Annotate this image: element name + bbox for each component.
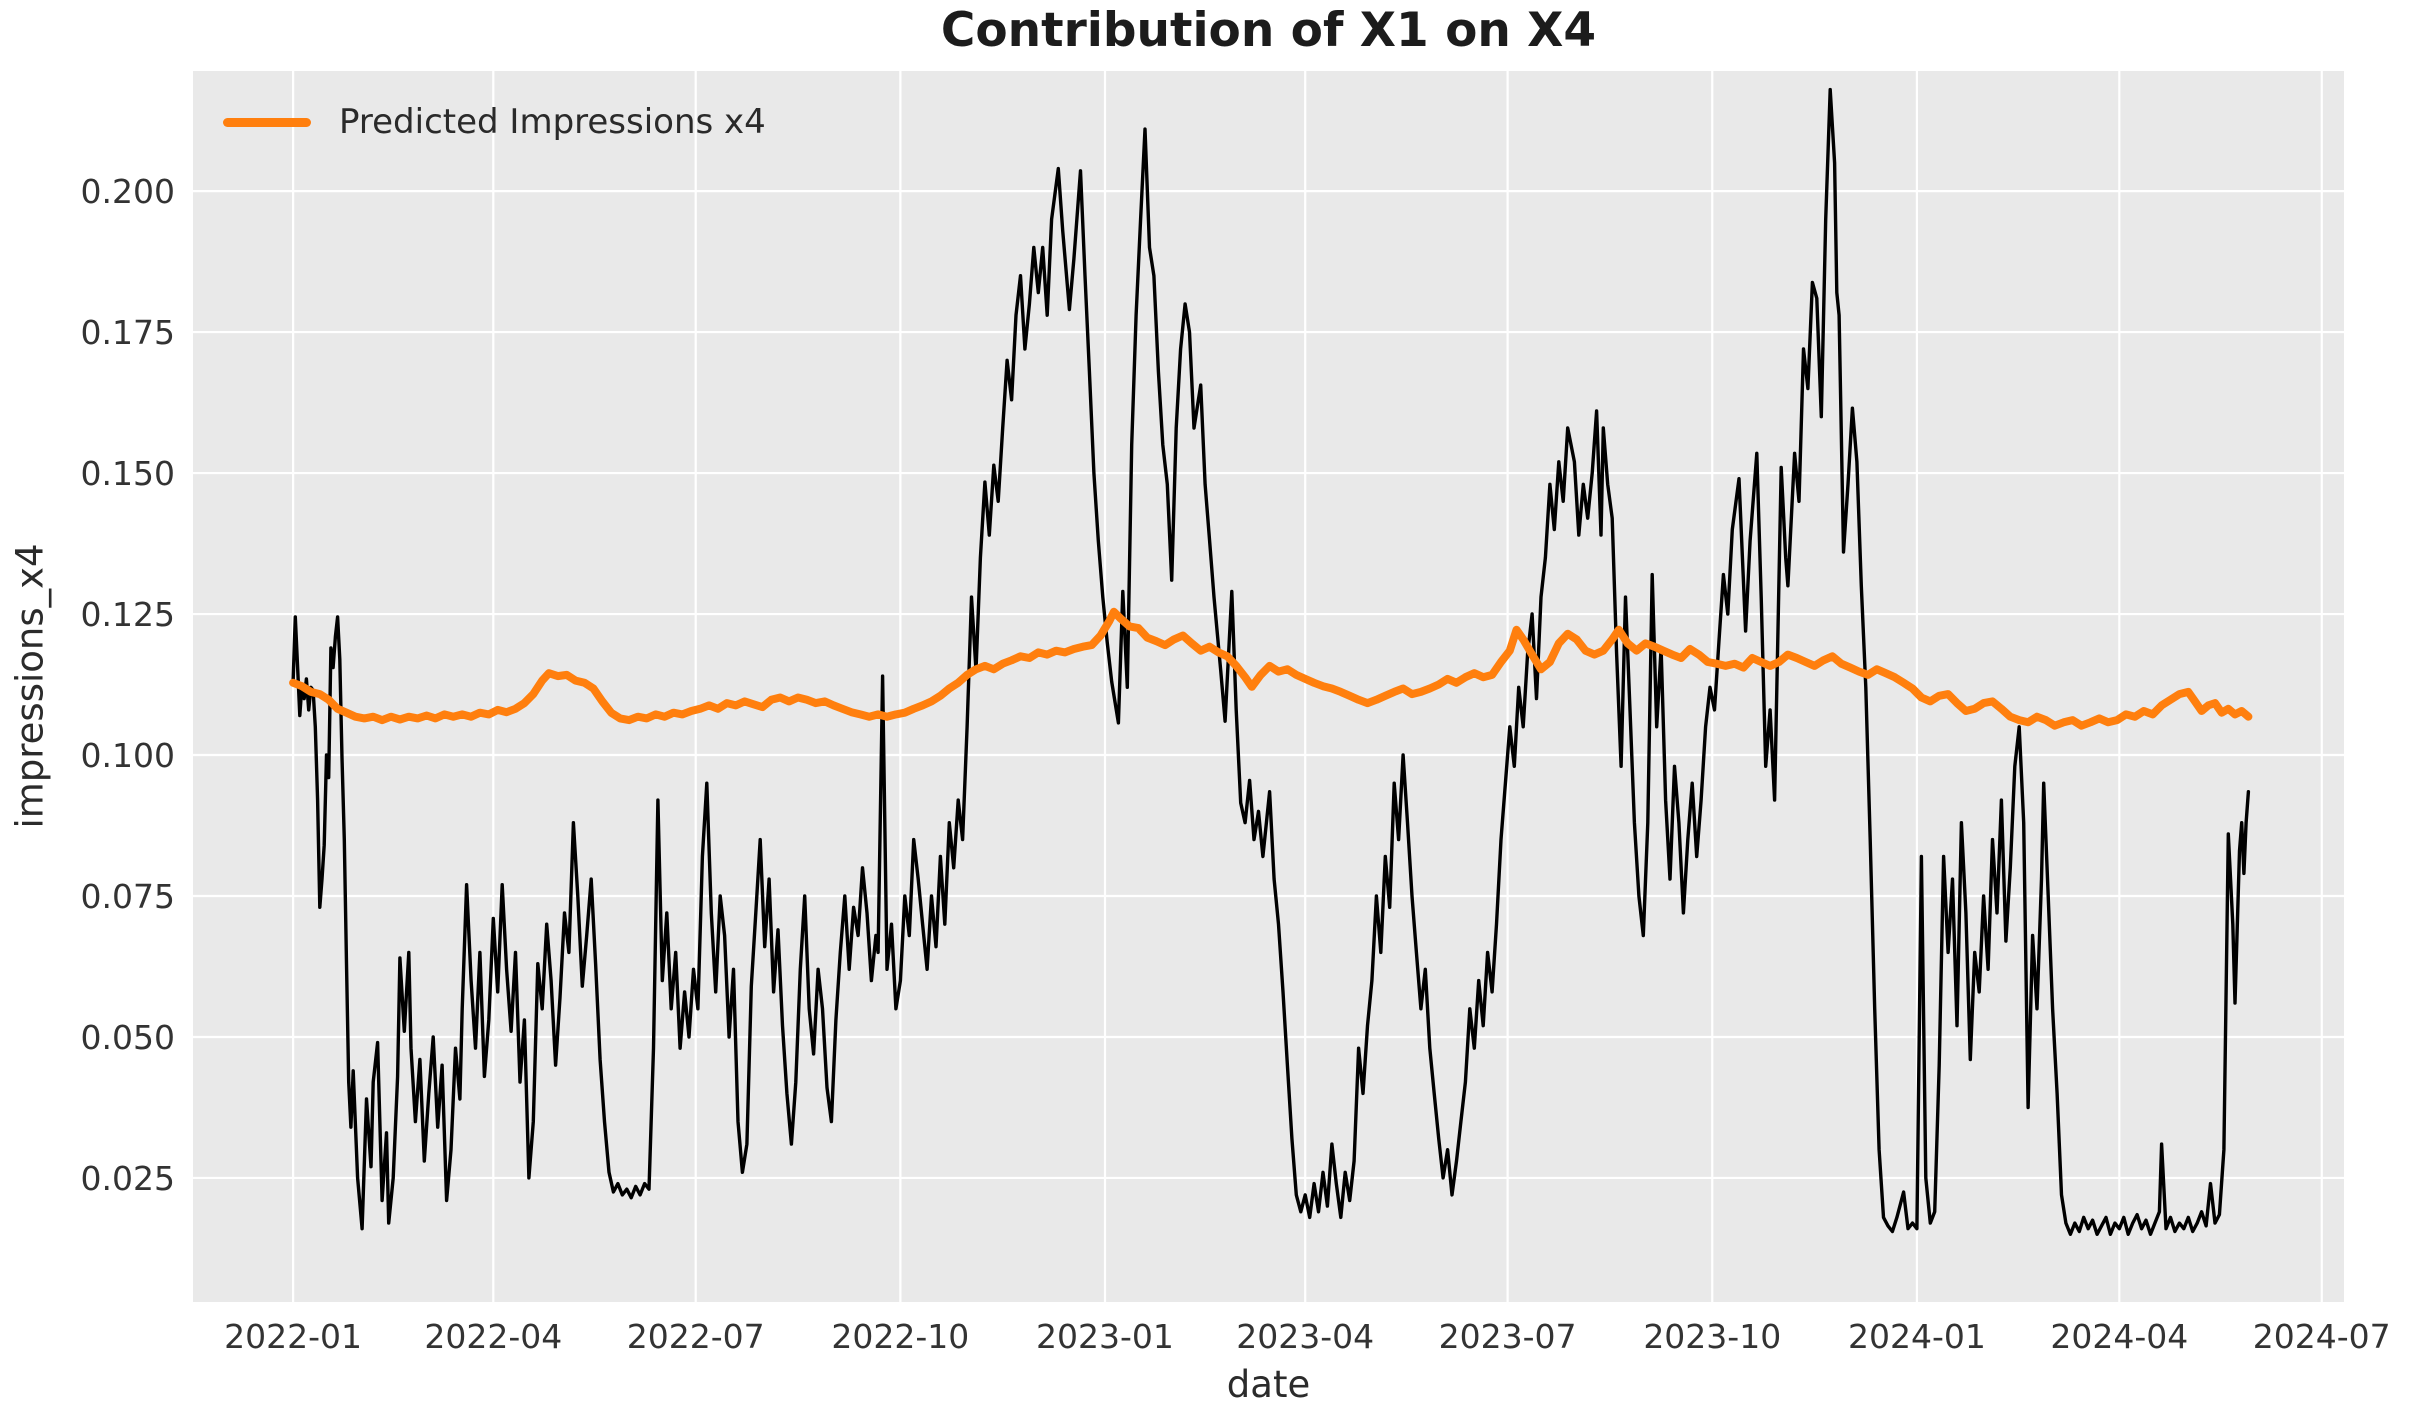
legend-line-sample (223, 117, 311, 127)
x-tick-label: 2024-04 (2050, 1317, 2188, 1356)
plot-area (193, 71, 2344, 1302)
y-tick-label: 0.150 (81, 454, 175, 493)
x-tick-label: 2023-01 (1036, 1317, 1174, 1356)
x-tick-label: 2022-10 (831, 1317, 969, 1356)
legend: Predicted Impressions x4 (223, 102, 766, 143)
y-axis-label: impressions_x4 (8, 543, 52, 829)
x-tick-label: 2023-04 (1236, 1317, 1374, 1356)
x-tick-label: 2022-04 (424, 1317, 562, 1356)
x-tick-label: 2023-10 (1643, 1317, 1781, 1356)
x-tick-label: 2022-01 (224, 1317, 362, 1356)
x-tick-label: 2024-01 (1848, 1317, 1986, 1356)
chart-title: Contribution of X1 on X4 (940, 3, 1597, 58)
y-tick-label: 0.125 (81, 595, 175, 634)
legend-label: Predicted Impressions x4 (339, 102, 766, 142)
x-tick-label: 2023-07 (1439, 1317, 1577, 1356)
series-line-impressions-x4 (291, 87, 2251, 1237)
y-tick-label: 0.100 (81, 736, 175, 775)
y-tick-label: 0.200 (81, 172, 175, 211)
y-tick-label: 0.050 (81, 1018, 175, 1057)
y-tick-label: 0.075 (81, 877, 175, 916)
x-axis-label: date (1226, 1363, 1311, 1406)
y-tick-label: 0.025 (81, 1159, 175, 1198)
series-line-predicted-impressions-x4 (289, 607, 2253, 730)
x-tick-label: 2024-07 (2253, 1317, 2391, 1356)
x-tick-label: 2022-07 (627, 1317, 765, 1356)
y-tick-label: 0.175 (81, 313, 175, 352)
